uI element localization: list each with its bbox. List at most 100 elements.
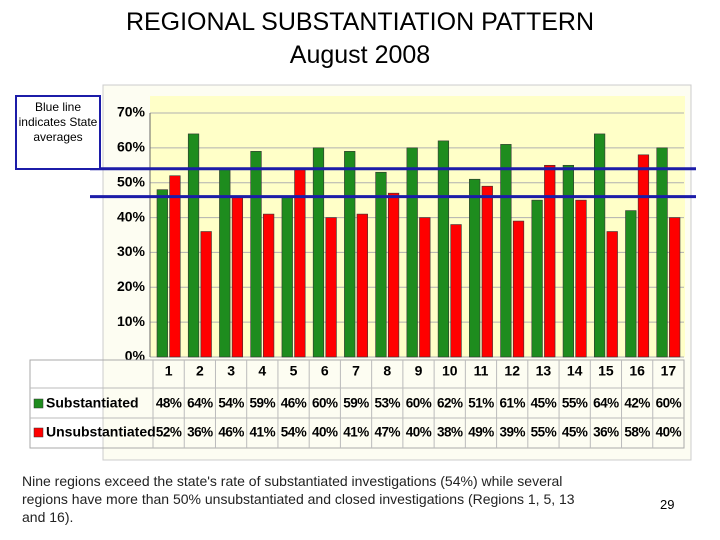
bar bbox=[231, 196, 244, 358]
value-label: 42% bbox=[624, 396, 650, 411]
value-label: 38% bbox=[437, 425, 463, 440]
value-label: 40% bbox=[656, 425, 682, 440]
bar bbox=[531, 199, 543, 358]
annotation: Blue line indicates State averages bbox=[15, 95, 101, 170]
y-tick-label: 30% bbox=[117, 243, 146, 259]
bar bbox=[544, 164, 556, 358]
value-label: 54% bbox=[218, 396, 244, 411]
value-label: 41% bbox=[250, 425, 276, 440]
value-label: 36% bbox=[593, 425, 619, 440]
x-tick-label: 17 bbox=[661, 363, 677, 379]
value-label: 55% bbox=[562, 396, 588, 411]
x-tick-label: 11 bbox=[474, 363, 489, 379]
legend-key bbox=[33, 398, 44, 409]
value-label: 36% bbox=[187, 425, 213, 440]
value-label: 49% bbox=[468, 425, 494, 440]
bar bbox=[593, 133, 606, 358]
bar bbox=[575, 199, 587, 358]
bar bbox=[156, 189, 168, 358]
value-label: 40% bbox=[312, 425, 338, 440]
y-tick-label: 40% bbox=[117, 208, 146, 224]
bar bbox=[387, 192, 400, 358]
y-tick-label: 10% bbox=[117, 313, 146, 329]
bar bbox=[512, 220, 525, 358]
bar bbox=[606, 231, 618, 358]
bar bbox=[656, 147, 668, 358]
subtitle: August 2008 bbox=[289, 41, 431, 69]
bar bbox=[169, 175, 181, 358]
x-tick-label: 13 bbox=[536, 363, 552, 379]
value-label: 64% bbox=[187, 396, 213, 411]
x-tick-label: 4 bbox=[258, 363, 266, 379]
y-tick-label: 70% bbox=[117, 104, 146, 120]
x-tick-label: 1 bbox=[165, 363, 173, 379]
x-tick-label: 6 bbox=[321, 363, 329, 379]
title: REGIONAL SUBSTANTIATION PATTERN bbox=[125, 8, 595, 36]
bar bbox=[669, 217, 681, 358]
value-label: 61% bbox=[499, 396, 525, 411]
x-tick-label: 5 bbox=[290, 363, 298, 379]
y-tick-label: 50% bbox=[117, 173, 146, 189]
bar bbox=[325, 217, 337, 358]
x-tick-label: 2 bbox=[196, 363, 204, 379]
bar bbox=[500, 144, 512, 358]
y-tick-label: 60% bbox=[117, 139, 146, 155]
bar bbox=[312, 147, 325, 358]
x-tick-label: 15 bbox=[598, 363, 614, 379]
bar bbox=[200, 231, 212, 358]
x-tick-label: 16 bbox=[629, 363, 645, 379]
value-label: 47% bbox=[374, 425, 400, 440]
bar bbox=[375, 171, 387, 358]
value-label: 55% bbox=[531, 425, 557, 440]
bar bbox=[187, 133, 200, 358]
value-label: 39% bbox=[499, 425, 525, 440]
value-label: 40% bbox=[406, 425, 432, 440]
value-label: 45% bbox=[531, 396, 557, 411]
bar bbox=[481, 185, 493, 358]
bar bbox=[437, 140, 450, 358]
value-label: 58% bbox=[624, 425, 650, 440]
value-label: 45% bbox=[562, 425, 588, 440]
value-label: 60% bbox=[406, 396, 432, 411]
page-number: 29 bbox=[660, 497, 675, 512]
bar bbox=[263, 213, 275, 358]
value-label: 60% bbox=[656, 396, 682, 411]
bar bbox=[344, 151, 356, 358]
bar bbox=[637, 154, 650, 358]
value-label: 59% bbox=[343, 396, 369, 411]
data-table bbox=[29, 359, 685, 449]
value-label: 54% bbox=[281, 425, 307, 440]
bar bbox=[562, 164, 574, 358]
x-tick-label: 9 bbox=[415, 363, 423, 379]
value-label: 46% bbox=[281, 396, 307, 411]
legend-key bbox=[33, 427, 44, 438]
x-tick-label: 7 bbox=[352, 363, 360, 379]
value-label: 52% bbox=[156, 425, 182, 440]
x-tick-label: 12 bbox=[504, 363, 520, 379]
bar bbox=[419, 217, 431, 358]
bar bbox=[625, 210, 637, 358]
y-tick-label: 0% bbox=[125, 348, 146, 364]
x-tick-label: 10 bbox=[442, 363, 458, 379]
bar bbox=[356, 213, 368, 358]
bar bbox=[450, 224, 462, 358]
bar bbox=[250, 151, 262, 358]
bar bbox=[406, 147, 418, 358]
legend-label: Unsubstantiated bbox=[46, 424, 156, 440]
value-label: 46% bbox=[218, 425, 244, 440]
legend-label: Substantiated bbox=[46, 395, 139, 411]
value-label: 53% bbox=[374, 396, 400, 411]
bar bbox=[281, 196, 293, 358]
x-tick-label: 3 bbox=[227, 363, 235, 379]
caption: Nine regions exceed the state's rate of … bbox=[22, 473, 575, 525]
value-label: 64% bbox=[593, 396, 619, 411]
x-tick-label: 14 bbox=[567, 363, 583, 379]
x-tick-label: 8 bbox=[383, 363, 391, 379]
y-tick-label: 20% bbox=[117, 278, 146, 294]
value-label: 59% bbox=[250, 396, 276, 411]
value-label: 62% bbox=[437, 396, 463, 411]
value-label: 51% bbox=[468, 396, 494, 411]
bar bbox=[469, 178, 481, 358]
